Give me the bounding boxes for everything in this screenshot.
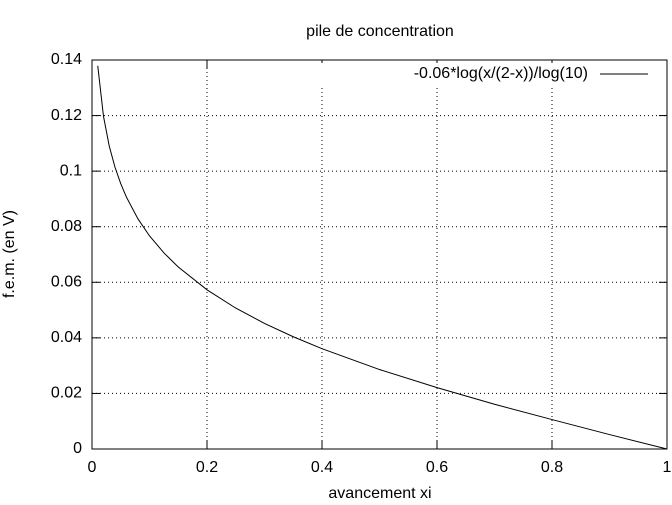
y-tick-label: 0.04 — [51, 329, 82, 346]
y-tick-label: 0.14 — [51, 51, 82, 68]
legend-label: -0.06*log(x/(2-x))/log(10) — [414, 65, 588, 82]
legend-background — [318, 63, 664, 85]
x-axis-label: avancement xi — [328, 485, 431, 502]
x-tick-label: 0.8 — [541, 459, 563, 476]
y-tick-label: 0.06 — [51, 274, 82, 291]
y-tick-label: 0.12 — [51, 107, 82, 124]
y-tick-label: 0.02 — [51, 385, 82, 402]
y-tick-label: 0.08 — [51, 218, 82, 235]
x-tick-label: 0 — [88, 459, 97, 476]
y-tick-label: 0.1 — [60, 162, 82, 179]
y-axis-label: f.e.m. (en V) — [1, 210, 18, 298]
x-tick-label: 0.6 — [426, 459, 448, 476]
y-tick-label: 0 — [73, 440, 82, 457]
plot-frame — [91, 59, 668, 450]
data-line — [97, 65, 668, 450]
chart-title: pile de concentration — [306, 23, 454, 40]
x-tick-label: 0.4 — [311, 459, 333, 476]
x-tick-label: 0.2 — [196, 459, 218, 476]
x-tick-label: 1 — [663, 459, 672, 476]
